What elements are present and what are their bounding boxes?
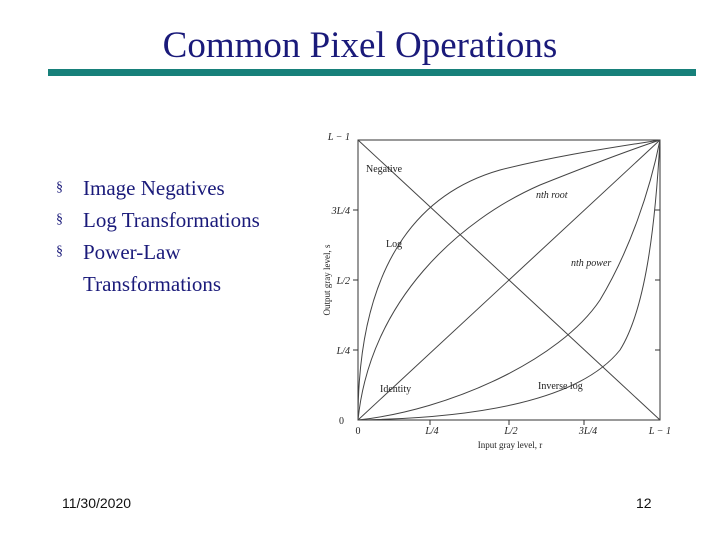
- x-tick-label: 0: [356, 426, 361, 437]
- identity-label: Identity: [380, 384, 411, 395]
- footer-date: 11/30/2020: [62, 495, 132, 511]
- bullet-text: Log Transformations: [83, 208, 260, 232]
- nth-power-curve: [357, 139, 661, 421]
- y-tick-label: L/2: [336, 276, 350, 287]
- bullet-marker-icon: §: [56, 244, 63, 259]
- negative-label: Negative: [366, 164, 403, 175]
- y-tick-label: L/4: [336, 346, 350, 357]
- bullet-item: § Power-Law Transformations: [56, 236, 316, 300]
- bullet-text: Power-Law Transformations: [83, 240, 222, 296]
- x-tick-label: L/4: [424, 426, 438, 437]
- x-tick-label: L/2: [503, 426, 517, 437]
- bullet-list: § Image Negatives § Log Transformations …: [56, 172, 316, 300]
- y-axis-label: Output gray level, s: [322, 244, 332, 315]
- log-label: Log: [386, 239, 402, 250]
- nth-power-label: nth power: [571, 258, 611, 269]
- x-axis-label: Input gray level, r: [478, 440, 542, 450]
- x-tick-label: 3L/4: [578, 426, 597, 437]
- bullet-text: Image Negatives: [83, 176, 225, 200]
- bullet-item: § Image Negatives: [56, 172, 316, 204]
- title-divider: [48, 69, 696, 76]
- inverse-log-curve: [357, 139, 661, 421]
- y-tick-label: 0: [339, 416, 344, 427]
- inverse-log-label: Inverse log: [538, 381, 583, 392]
- intensity-transform-plot: Negative nth root Log nth power Identity…: [322, 132, 671, 450]
- bullet-marker-icon: §: [56, 212, 63, 227]
- slide-title: Common Pixel Operations: [162, 25, 558, 66]
- x-tick-label: L − 1: [648, 426, 671, 437]
- page-number: 12: [636, 495, 652, 511]
- bullet-marker-icon: §: [56, 180, 63, 195]
- nth-root-label: nth root: [536, 190, 568, 201]
- nth-root-curve: [357, 139, 661, 421]
- log-curve: [357, 139, 661, 421]
- negative-curve: [357, 139, 661, 421]
- bullet-item: § Log Transformations: [56, 204, 316, 236]
- y-tick-label: 3L/4: [331, 206, 350, 217]
- y-tick-label: L − 1: [327, 132, 350, 143]
